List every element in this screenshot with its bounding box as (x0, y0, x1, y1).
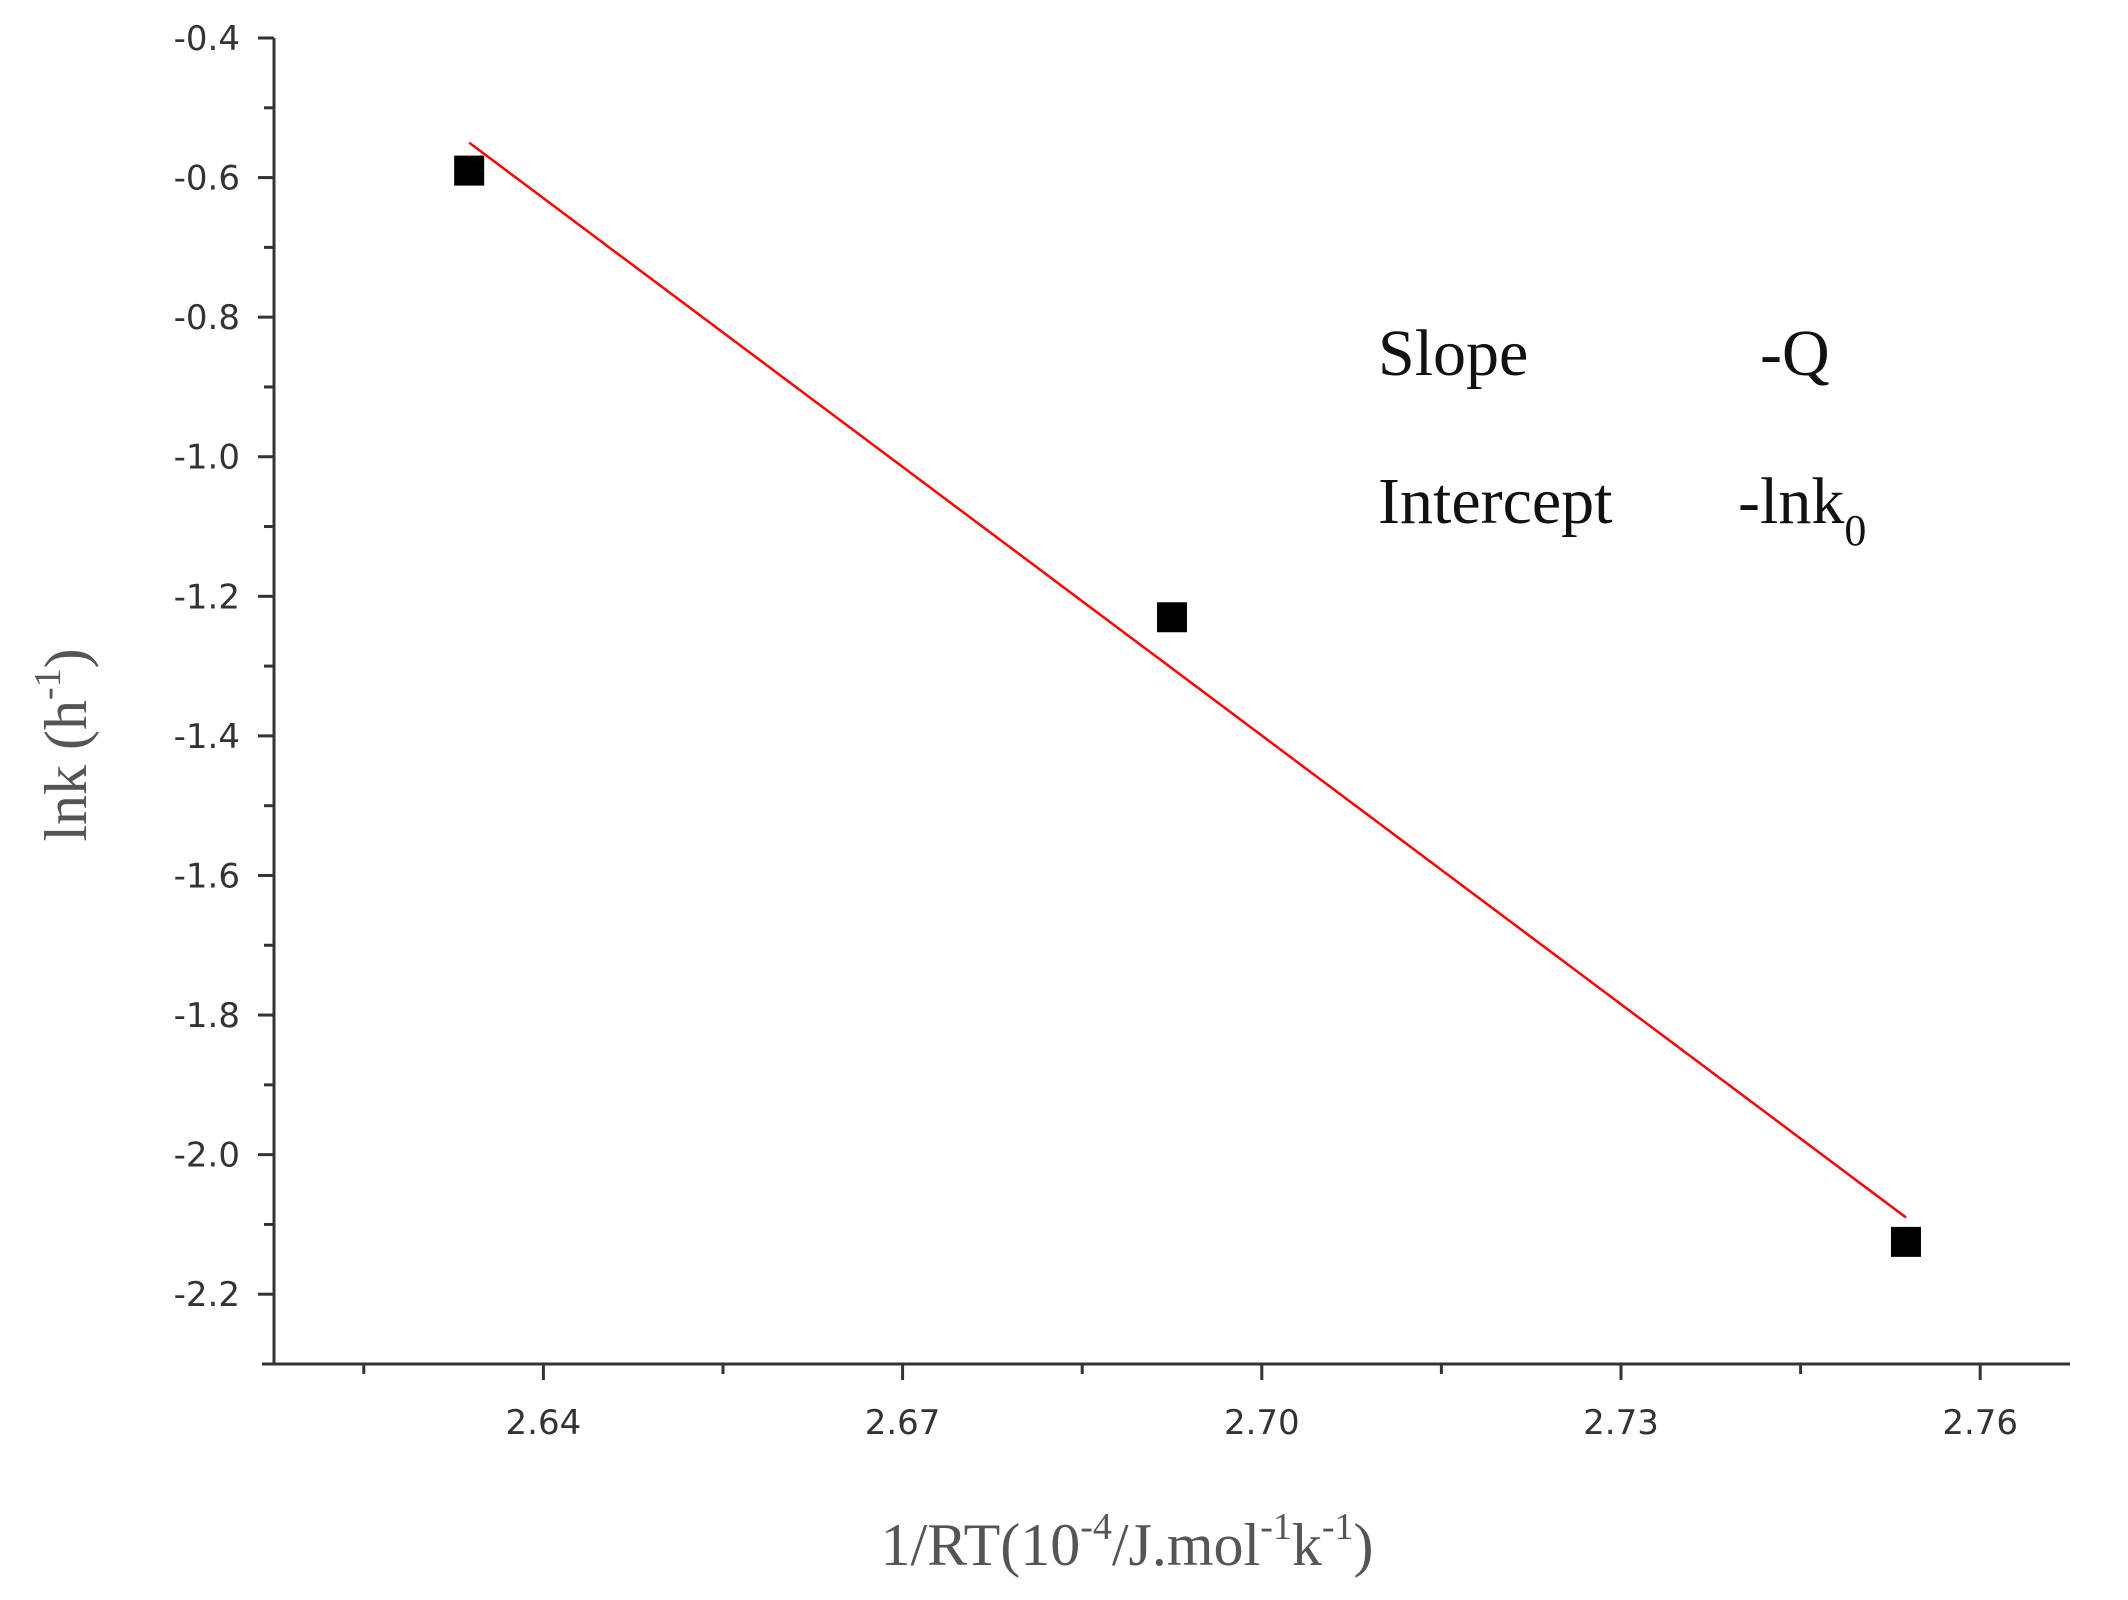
x-axis-title-prefix: 1/RT(10 (880, 1512, 1080, 1578)
x-axis-title: 1/RT(10-4/J.mol-1k-1) (880, 1506, 1373, 1578)
y-tick-label: -1.4 (174, 717, 240, 757)
x-tick-label: 2.76 (1942, 1403, 2018, 1443)
data-layer (454, 141, 1921, 1257)
x-axis-title-exp3: -1 (1322, 1506, 1354, 1548)
x-axis-title-exp2: -1 (1260, 1506, 1292, 1548)
data-point (1890, 1226, 1921, 1257)
y-axis-title-exp: -1 (27, 668, 69, 700)
y-tick-label: -2.2 (174, 1275, 240, 1315)
x-axis-title-exp1: -4 (1080, 1506, 1112, 1548)
fit-line (468, 141, 1907, 1219)
x-tick-label: 2.64 (506, 1403, 582, 1443)
y-axis-title: lnk (h-1) (27, 648, 99, 841)
y-tick-label: -1.0 (174, 438, 240, 478)
y-tick-label: -1.2 (174, 577, 240, 617)
x-tick-label: 2.70 (1224, 1403, 1300, 1443)
x-tick-label: 2.73 (1583, 1403, 1659, 1443)
y-axis-title-prefix: lnk (h (33, 700, 99, 842)
data-point (454, 155, 485, 186)
x-axis-title-mid: /J.mol (1112, 1512, 1260, 1578)
x-tick-label: 2.67 (865, 1403, 941, 1443)
intercept-label: Intercept (1378, 465, 1613, 538)
x-axis-title-k: k (1292, 1512, 1322, 1578)
data-point (1157, 602, 1187, 633)
y-tick-label: -0.4 (174, 19, 240, 59)
intercept-value-sub: 0 (1844, 506, 1866, 555)
intercept-value: -lnk0 (1738, 465, 1866, 555)
y-tick-label: -1.6 (174, 856, 240, 896)
y-tick-label: -1.8 (174, 996, 240, 1036)
annotation-box: Slope -Q Intercept -lnk0 (1378, 317, 1866, 555)
intercept-value-main: -lnk (1738, 465, 1844, 538)
x-axis-title-suffix: ) (1354, 1512, 1374, 1578)
y-tick-label: -0.8 (174, 298, 240, 338)
axes-layer: -0.4 -0.6 -0.8 -1.0 -1.2 -1.4 -1.6 -1.8 -2.0 -2.2… (174, 19, 2070, 1443)
slope-label: Slope (1378, 317, 1528, 390)
y-axis-title-suffix: ) (33, 648, 99, 668)
y-tick-label: -0.6 (174, 159, 240, 199)
slope-value: -Q (1760, 317, 1830, 390)
y-tick-label: -2.0 (174, 1136, 240, 1176)
